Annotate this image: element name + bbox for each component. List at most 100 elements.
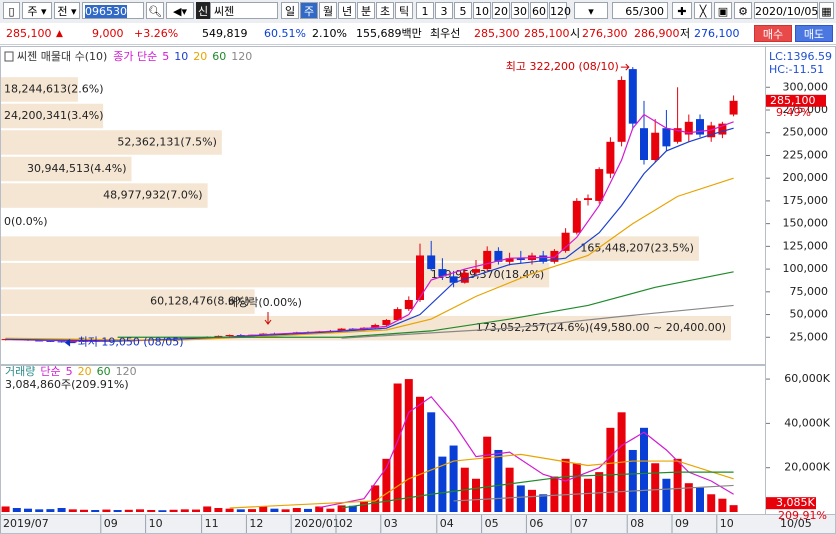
candle-body <box>651 132 660 160</box>
settings-button[interactable]: ⚙ <box>734 2 752 19</box>
x-tick-label: 02 <box>339 517 353 530</box>
market-select[interactable]: 주 ▾ <box>22 2 52 19</box>
y-tick-label: 75,000 <box>790 285 829 298</box>
volume-bar <box>180 509 189 512</box>
volume-bar <box>326 508 335 512</box>
turnover: 60.51% <box>264 27 306 40</box>
volume-summary: 3,084,860주(209.91%) <box>5 378 129 391</box>
x-tick-label: 10 <box>720 517 734 530</box>
market: 주 <box>27 5 38 18</box>
volume-bar <box>169 509 178 512</box>
volume-profile-bar <box>1 156 132 182</box>
volume-bar <box>449 445 458 512</box>
name-input[interactable]: 씨젠 <box>210 2 278 19</box>
y-tick-label: 40,000K <box>784 416 830 429</box>
candle-body <box>57 341 66 343</box>
buy-button[interactable]: 매수 <box>754 25 792 42</box>
candle-body <box>662 128 671 147</box>
x-tick-label: 06 <box>529 517 543 530</box>
volume-bar <box>416 396 424 512</box>
candle-body <box>427 255 436 270</box>
volume-bar <box>696 487 704 512</box>
period-button[interactable]: 월 <box>319 2 337 19</box>
search-button[interactable]: 🔍︎ <box>146 2 164 19</box>
dividend-annotation: 배당락(0.00%) <box>228 296 302 309</box>
period-button[interactable]: 년 <box>338 2 356 19</box>
change-symbol: ▲ <box>56 29 63 39</box>
volume-bar <box>550 476 559 512</box>
candle-body <box>393 309 402 320</box>
moving-average <box>319 395 734 509</box>
period-button[interactable]: 틱 <box>395 2 413 19</box>
sell-button[interactable]: 매도 <box>795 25 833 42</box>
volume-bar <box>259 506 268 512</box>
prev-select[interactable]: 전 ▾ <box>54 2 80 19</box>
tool-button[interactable]: ✚ <box>672 2 692 19</box>
volume-profile-label: 60,128,476(8.6%) <box>150 295 250 308</box>
volume-bar <box>572 463 581 512</box>
price-tag <box>766 94 826 107</box>
volume-bar <box>718 498 727 512</box>
y-tick-label: 20,000K <box>784 461 830 474</box>
legend-item: 20 <box>78 365 92 378</box>
volume-bar <box>270 508 279 512</box>
interval-button[interactable]: 120 <box>549 2 571 19</box>
legend-item: 10 <box>174 50 188 63</box>
volume-bar <box>315 506 324 512</box>
volume-bar <box>528 489 536 512</box>
interval-button[interactable]: 3 <box>435 2 453 19</box>
moving-average <box>5 127 734 342</box>
volume-bar <box>12 508 21 512</box>
x-tick-label: 09 <box>675 517 689 530</box>
volume-bar <box>494 449 503 512</box>
candle-body <box>438 269 447 277</box>
candle-body <box>225 335 234 336</box>
volume-bar <box>438 456 447 512</box>
low: 276,100 <box>694 27 740 40</box>
bid: 285,100 <box>524 27 570 40</box>
volume-bar <box>124 509 133 512</box>
period-button[interactable]: 초 <box>376 2 394 19</box>
volume-bar <box>337 505 346 512</box>
date-input[interactable]: 2020/10/05 <box>754 2 818 19</box>
x-tick-label: 07 <box>574 517 588 530</box>
volume-bar <box>561 458 570 512</box>
interval-button[interactable]: 1 <box>416 2 434 19</box>
volume-bar <box>707 494 716 512</box>
volume-bar <box>729 505 738 512</box>
low-arrow <box>64 338 76 347</box>
interval-button[interactable]: 20 <box>492 2 510 19</box>
volume-bar <box>348 505 357 512</box>
y-tick-label: 250,000 <box>783 126 829 139</box>
period-button[interactable]: 주 <box>300 2 318 19</box>
candle-body <box>572 200 581 233</box>
volume-profile-label: 24,200,341(3.4%) <box>4 109 104 122</box>
sound-button[interactable]: ◀▾ <box>166 2 194 19</box>
legend-item: 120 <box>231 50 252 63</box>
interval-button[interactable]: 5 <box>454 2 472 19</box>
dropdown[interactable]: ▾ <box>574 2 608 19</box>
menu-icon[interactable]: ▯ <box>3 2 20 19</box>
x-end-label: 10/05 <box>780 517 812 530</box>
ask: 285,300 <box>474 27 520 40</box>
candle-body <box>617 80 626 142</box>
volume-bar <box>192 509 200 512</box>
volume-bar <box>1 506 10 512</box>
candle-body <box>371 325 380 328</box>
volume-tag-label: 3,085K <box>776 496 815 509</box>
interval-button[interactable]: 30 <box>511 2 529 19</box>
volume-tag <box>766 497 816 510</box>
calendar-button[interactable]: ▦ <box>819 2 834 19</box>
volume-profile-label: 48,977,932(7.0%) <box>103 189 203 202</box>
candle-body <box>460 272 469 283</box>
tool-button[interactable]: ╳ <box>694 2 712 19</box>
save-button[interactable]: ▣ <box>714 2 732 19</box>
code-input[interactable]: 096530 <box>82 2 144 19</box>
y-tick-label: 225,000 <box>783 148 829 161</box>
interval-button[interactable]: 60 <box>530 2 548 19</box>
period-button[interactable]: 일 <box>281 2 299 19</box>
code: 096530 <box>85 5 127 18</box>
interval-button[interactable]: 10 <box>473 2 491 19</box>
count-input[interactable]: 65/300 <box>612 2 668 19</box>
period-button[interactable]: 분 <box>357 2 375 19</box>
